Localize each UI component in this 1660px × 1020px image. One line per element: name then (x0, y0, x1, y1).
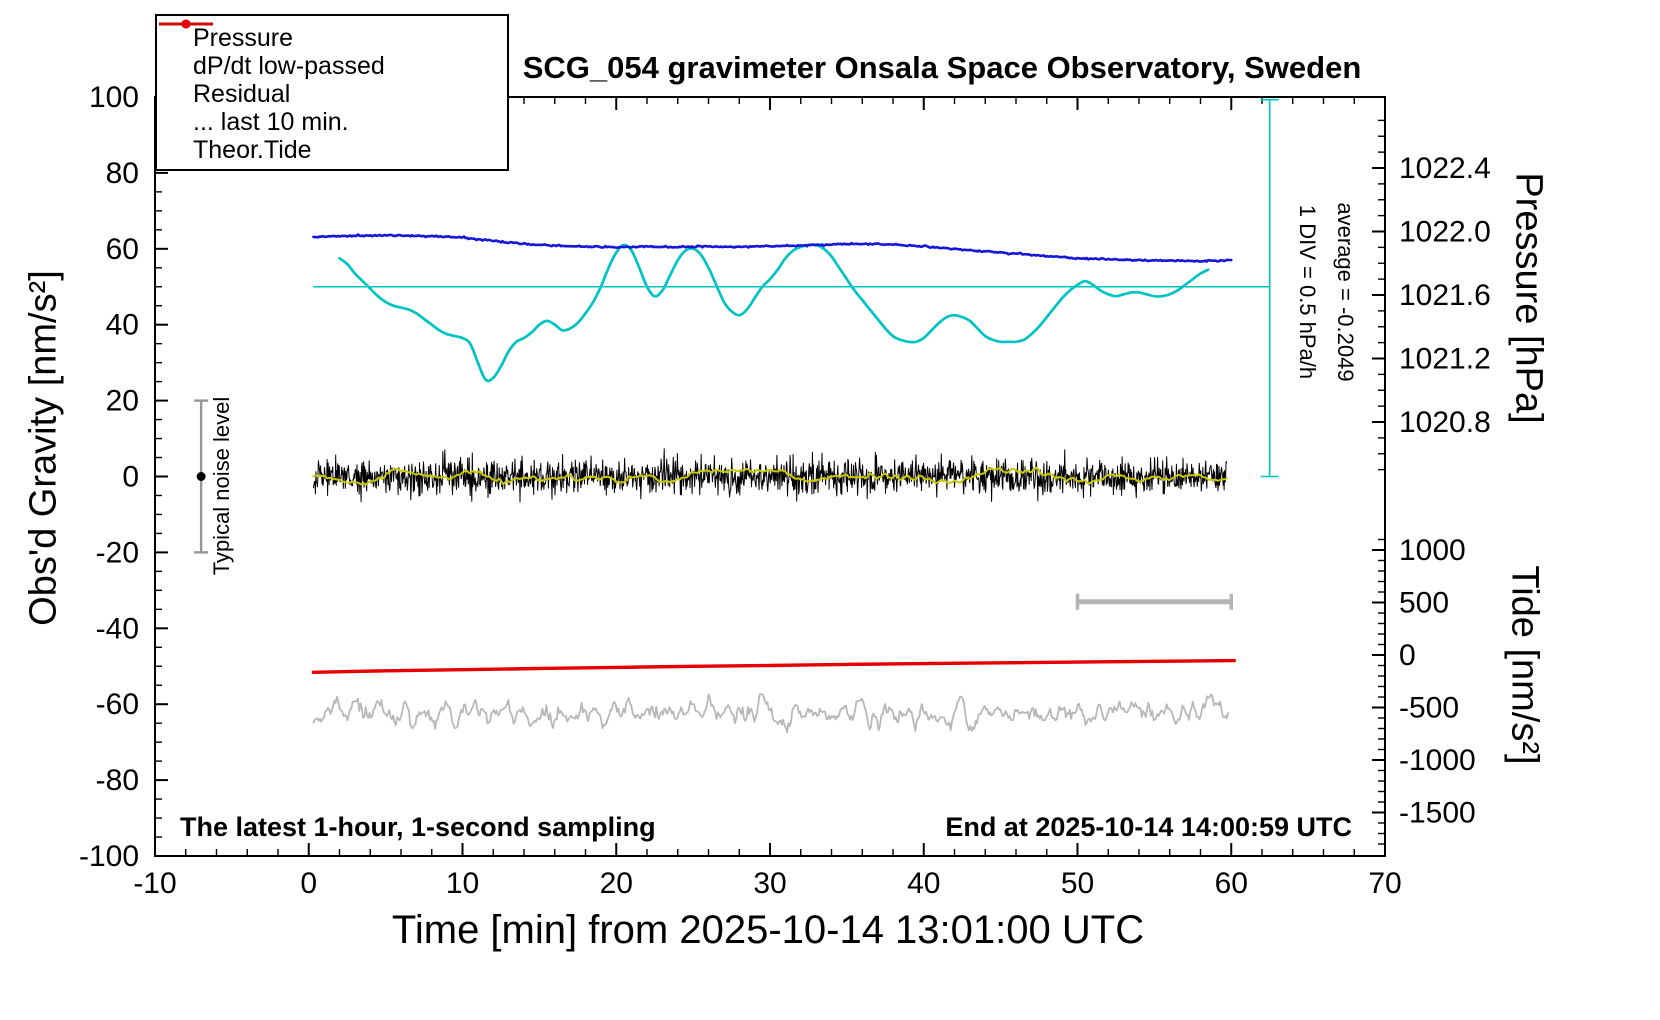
svg-text:20: 20 (600, 867, 633, 900)
legend-item-4: Theor.Tide (159, 19, 507, 164)
legend-item-1: dP/dt low-passed (159, 19, 507, 80)
legend-label: ... last 10 min. (193, 107, 349, 136)
series-residual (312, 448, 1228, 503)
legend-label: Pressure (193, 23, 294, 52)
legend-item-3: ... last 10 min. (159, 22, 507, 136)
typical-noise-level-label: Typical noise level (209, 396, 234, 576)
svg-text:0: 0 (300, 867, 317, 900)
svg-text:-20: -20 (96, 536, 139, 569)
legend-label: dP/dt low-passed (193, 51, 385, 80)
x-axis-title: Time [min] from 2025-10-14 13:01:00 UTC (391, 908, 1145, 952)
svg-text:-80: -80 (96, 764, 139, 797)
svg-text:1022.0: 1022.0 (1399, 216, 1491, 249)
series-last-10-min (312, 693, 1230, 734)
svg-text:0: 0 (122, 461, 139, 494)
legend-line-icon (159, 19, 213, 29)
svg-text:0: 0 (1399, 639, 1416, 672)
sampling-note: The latest 1-hour, 1-second sampling (180, 812, 656, 842)
gravity-axis-ticks: -100 -80 -60 -40 -20 0 20 40 60 80 100 (79, 81, 168, 873)
tide-axis-title: Tide [nm/s²] (1503, 565, 1546, 765)
svg-text:1022.4: 1022.4 (1399, 152, 1491, 185)
legend-dot-icon (181, 19, 191, 29)
gravity-axis-title: Obs'd Gravity [nm/s²] (22, 270, 65, 626)
svg-text:100: 100 (89, 81, 139, 114)
svg-text:-10: -10 (133, 867, 176, 900)
svg-text:20: 20 (106, 385, 139, 418)
svg-text:1020.8: 1020.8 (1399, 406, 1491, 439)
svg-text:500: 500 (1399, 587, 1449, 620)
pressure-axis-ticks: 1020.8 1021.2 1021.6 1022.0 1022.4 (1372, 119, 1491, 471)
legend-label: Theor.Tide (193, 135, 312, 164)
svg-text:-500: -500 (1399, 692, 1459, 725)
average-note: average = -0.2049 (1333, 202, 1358, 382)
pressure-axis-title: Pressure [hPa] (1507, 172, 1550, 424)
page-title: SCG_054 gravimeter Onsala Space Observat… (522, 50, 1362, 85)
svg-text:1000: 1000 (1399, 534, 1466, 567)
tide-axis-ticks: 1000 500 0 -500 -1000 -1500 (1372, 534, 1476, 845)
x-axis-ticks: -10 0 10 20 30 40 50 60 70 (133, 97, 1402, 900)
series-pressure (312, 233, 1233, 263)
window-scale-bar (1075, 593, 1233, 610)
div-scale-note: 1 DIV = 0.5 hPa/h (1295, 204, 1320, 380)
svg-text:40: 40 (907, 867, 940, 900)
svg-text:40: 40 (106, 309, 139, 342)
svg-text:-40: -40 (96, 612, 139, 645)
series-dpdt-lowpassed (338, 243, 1210, 383)
svg-text:-60: -60 (96, 688, 139, 721)
svg-text:80: 80 (106, 157, 139, 190)
series-theor-tide (311, 658, 1236, 674)
dpdt-reference-lines (313, 98, 1279, 478)
end-time-note: End at 2025-10-14 14:00:59 UTC (945, 812, 1352, 842)
svg-text:70: 70 (1368, 867, 1401, 900)
typical-noise-level-marker (194, 399, 209, 554)
legend-label: Residual (193, 79, 291, 108)
legend-item-0: Pressure (159, 19, 507, 52)
legend: Pressure dP/dt low-passed Residual... last… (155, 14, 509, 171)
svg-text:30: 30 (753, 867, 786, 900)
svg-text:-1500: -1500 (1399, 797, 1476, 830)
svg-text:60: 60 (1215, 867, 1248, 900)
svg-text:10: 10 (446, 867, 479, 900)
svg-text:50: 50 (1061, 867, 1094, 900)
svg-text:-100: -100 (79, 840, 139, 873)
svg-text:1021.2: 1021.2 (1399, 343, 1491, 376)
svg-text:-1000: -1000 (1399, 744, 1476, 777)
legend-item-2: Residual (159, 22, 507, 108)
series-residual-lowpassed (312, 466, 1228, 486)
svg-text:1021.6: 1021.6 (1399, 279, 1491, 312)
svg-text:60: 60 (106, 233, 139, 266)
